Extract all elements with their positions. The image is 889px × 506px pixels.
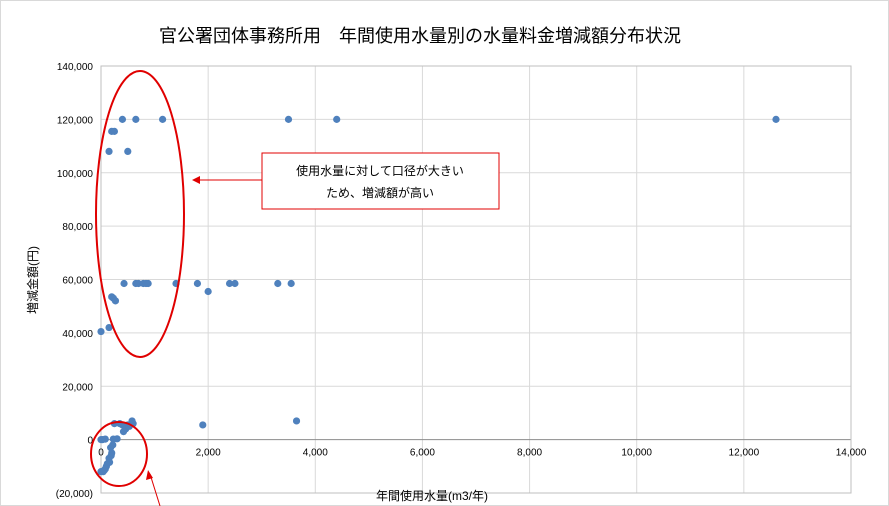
x-tick-label: 12,000 <box>729 448 760 459</box>
x-tick-label: 14,000 <box>836 448 867 459</box>
y-tick-label: 120,000 <box>57 115 94 126</box>
data-point <box>274 279 282 288</box>
data-point <box>111 297 120 305</box>
y-tick-label: 40,000 <box>62 329 93 340</box>
data-point <box>105 323 113 332</box>
data-point <box>105 458 114 466</box>
x-tick-label: 6,000 <box>410 448 435 459</box>
data-point <box>159 115 167 123</box>
data-point <box>199 421 207 429</box>
y-tick-label: 80,000 <box>62 222 93 233</box>
data-point <box>204 287 212 296</box>
y-axis-label: 増減金額(円) <box>25 246 40 314</box>
data-point <box>132 115 140 123</box>
data-point <box>119 428 128 436</box>
data-point <box>292 417 301 425</box>
y-tick-label: (20,000) <box>56 489 93 500</box>
data-point <box>105 147 113 155</box>
callout-text-line1: 使用水量に対して口径が大きい <box>296 163 464 178</box>
data-point <box>284 115 293 123</box>
data-point <box>110 127 118 135</box>
callout-arrowhead <box>192 176 200 184</box>
data-point <box>118 115 127 123</box>
callout-text-line2: ため、増減額が高い <box>326 185 434 200</box>
x-tick-label: 10,000 <box>621 448 652 459</box>
data-point <box>772 115 780 123</box>
data-point <box>107 452 115 460</box>
lower-callout-arrow <box>149 473 161 506</box>
y-tick-label: 100,000 <box>57 169 94 180</box>
data-points <box>97 115 780 476</box>
data-point <box>225 279 234 288</box>
data-point <box>101 435 109 443</box>
highlight-ellipse-lower <box>90 421 148 487</box>
y-tick-label: 0 <box>87 436 93 447</box>
data-point <box>124 147 132 155</box>
data-point <box>120 279 128 288</box>
data-point <box>287 279 295 288</box>
data-point <box>109 441 117 449</box>
data-point <box>193 279 202 288</box>
data-point <box>333 115 341 123</box>
lower-callout-arrowhead <box>146 470 153 480</box>
data-point <box>100 466 108 474</box>
highlight-ellipse-upper <box>95 70 185 358</box>
data-point <box>144 279 152 288</box>
y-tick-label: 20,000 <box>62 382 93 393</box>
callout-box <box>261 152 500 210</box>
y-tick-label: 140,000 <box>57 62 94 73</box>
data-point <box>97 327 105 336</box>
x-axis-ticks: 0 2,000 4,000 6,000 8,000 10,000 12,000 14,000 <box>98 448 867 459</box>
x-tick-label: 4,000 <box>303 448 328 459</box>
y-tick-label: 60,000 <box>62 276 93 287</box>
x-tick-label: 0 <box>98 448 104 459</box>
data-point <box>231 279 239 288</box>
x-axis-label: 年間使用水量(m3/年) <box>376 488 488 503</box>
y-axis-ticks: (20,000) 0 20,000 40,000 60,000 80,000 100,000… <box>56 62 94 500</box>
x-tick-label: 8,000 <box>517 448 542 459</box>
x-tick-label: 2,000 <box>196 448 221 459</box>
chart-title: 官公署団体事務所用 年間使用水量別の水量料金増減額分布状況 <box>159 26 681 46</box>
data-point <box>113 435 121 443</box>
